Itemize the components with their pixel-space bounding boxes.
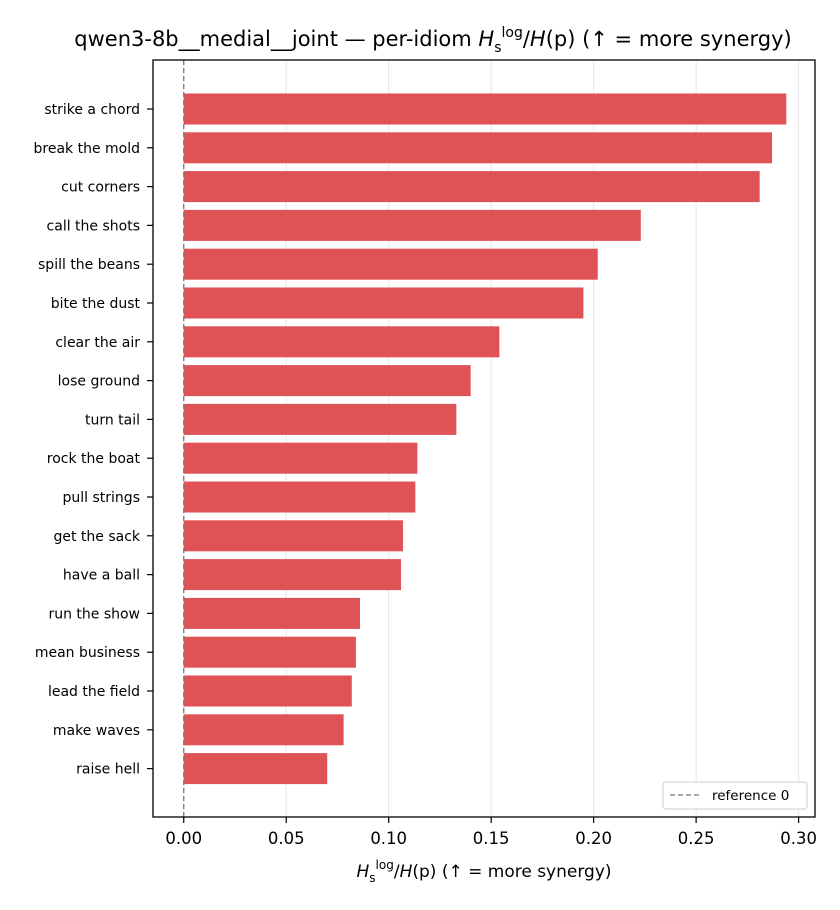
y-tick-label: run the show	[48, 606, 140, 622]
y-tick-label: mean business	[35, 645, 140, 661]
y-tick-label: break the mold	[34, 141, 141, 157]
bar	[183, 559, 401, 591]
x-tick-label: 0.05	[268, 829, 305, 848]
x-tick-label: 0.15	[473, 829, 510, 848]
x-tick-label: 0.30	[780, 829, 817, 848]
y-tick-label: pull strings	[63, 490, 140, 506]
chart-title: qwen3-8b__medial__joint — per-idiom Hslo…	[74, 25, 791, 56]
legend-box	[662, 781, 808, 810]
y-tick-label: spill the beans	[38, 257, 140, 273]
y-tick-label: lead the field	[48, 684, 140, 700]
y-tick-label: rock the boat	[47, 451, 141, 467]
bar	[183, 132, 772, 164]
plot-area-frame	[152, 59, 816, 818]
bar	[183, 403, 457, 435]
y-tick-label: bite the dust	[51, 296, 141, 312]
y-tick-label: lose ground	[58, 374, 140, 390]
bar	[183, 326, 500, 358]
bar	[183, 171, 760, 203]
legend-reference-label: reference 0	[712, 788, 789, 804]
bar	[183, 93, 787, 125]
bar	[183, 714, 344, 746]
bar	[183, 481, 416, 513]
bar	[183, 597, 361, 629]
x-axis: 0.00 0.05 0.10 0.15 0.20 0.25 0.30	[165, 817, 817, 848]
bar	[183, 209, 641, 241]
bar	[183, 442, 418, 474]
legend: reference 0	[662, 781, 808, 810]
x-tick-label: 0.20	[575, 829, 612, 848]
bar	[183, 248, 598, 280]
y-tick-label: call the shots	[47, 218, 140, 234]
y-tick-label: raise hell	[76, 762, 140, 778]
bars	[183, 93, 787, 785]
bar	[183, 675, 352, 707]
y-tick-label: have a ball	[63, 568, 140, 584]
y-tick-label: clear the air	[55, 335, 140, 351]
bar	[183, 636, 356, 668]
y-tick-label: turn tail	[85, 412, 140, 428]
bar	[183, 520, 404, 552]
x-tick-label: 0.10	[370, 829, 407, 848]
y-tick-label: strike a chord	[44, 102, 140, 118]
x-tick-label: 0.00	[165, 829, 202, 848]
y-tick-label: cut corners	[61, 180, 140, 196]
x-axis-label: Hslog/H(p) (↑ = more synergy)	[356, 858, 611, 885]
bar	[183, 365, 471, 397]
bar	[183, 753, 328, 785]
y-tick-label: get the sack	[53, 529, 140, 545]
y-axis: strike a chord break the mold cut corners c…	[34, 102, 153, 778]
y-tick-label: make waves	[53, 723, 140, 739]
bar	[183, 287, 584, 319]
x-tick-label: 0.25	[678, 829, 715, 848]
